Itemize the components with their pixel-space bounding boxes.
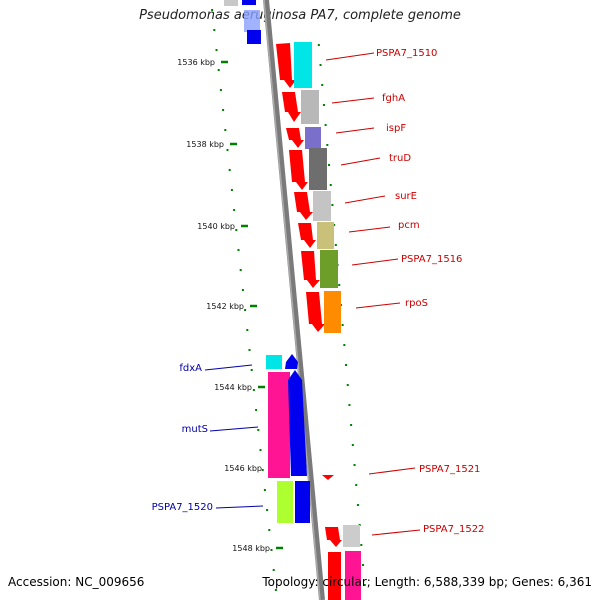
gene-arrow bbox=[298, 223, 316, 248]
gene-label: ispF bbox=[386, 123, 406, 134]
label-leader bbox=[335, 127, 375, 134]
axis-tick-label: 1542 kbp bbox=[206, 302, 244, 311]
gene-arrow bbox=[306, 292, 325, 332]
genome-backbone bbox=[263, 0, 325, 600]
gene-box-PSPA7_1522 bbox=[343, 525, 360, 547]
axis-tick-label: 1536 kbp bbox=[177, 58, 215, 67]
axis-tick-label: 1546 kbp bbox=[224, 464, 262, 473]
label-leader bbox=[348, 226, 391, 233]
gene-box-PSPA7_1520 bbox=[277, 481, 293, 523]
label-leader bbox=[331, 97, 375, 104]
gene-label: pcm bbox=[398, 220, 420, 231]
axis-tick-label: 1548 kbp bbox=[232, 544, 270, 553]
gene-box-rpoS bbox=[324, 291, 341, 333]
gene-arrow bbox=[282, 92, 301, 122]
gene-label: surE bbox=[395, 191, 417, 202]
partial-gene-top-1 bbox=[224, 0, 238, 6]
genome-title: Pseudomonas aeruginosa PA7, complete gen… bbox=[139, 8, 461, 23]
gene-arrow bbox=[276, 43, 296, 88]
gene-arrow bbox=[286, 128, 304, 148]
gene-box-truD bbox=[309, 148, 327, 190]
gene-arrow-blue bbox=[288, 370, 307, 476]
gene-label: rpoS bbox=[405, 298, 428, 309]
gene-label: PSPA7_1510 bbox=[376, 48, 437, 59]
gene-box-pcm bbox=[317, 222, 334, 249]
label-leader bbox=[340, 157, 381, 166]
topology-info: Topology: circular; Length: 6,588,339 bp… bbox=[262, 575, 592, 589]
gene-box-fghA bbox=[301, 90, 319, 124]
gene-label: PSPA7_1520 bbox=[152, 502, 213, 513]
gene-label: mutS bbox=[182, 424, 208, 435]
axis-tick-label: 1538 kbp bbox=[186, 140, 224, 149]
forward-gene-boxes bbox=[294, 42, 361, 600]
gene-label: truD bbox=[389, 153, 411, 164]
axis-tick-label: 1544 kbp bbox=[214, 383, 252, 392]
label-leader bbox=[371, 529, 421, 536]
ruler-ticks: 1536 kbp 1538 kbp 1540 kbp 1542 kbp 1544 kbp… bbox=[177, 9, 366, 591]
gene-label: PSPA7_1521 bbox=[419, 464, 480, 475]
label-leader bbox=[209, 426, 259, 432]
label-leader bbox=[351, 258, 399, 266]
gene-label: fdxA bbox=[179, 363, 202, 374]
gene-box-PSPA7_1510 bbox=[294, 42, 312, 88]
reverse-strand-genes bbox=[266, 354, 310, 523]
gene-box-fdxA bbox=[266, 355, 282, 369]
label-leader bbox=[215, 505, 264, 509]
gene-box-blue bbox=[295, 481, 310, 523]
label-leader bbox=[368, 467, 416, 475]
gene-label: PSPA7_1516 bbox=[401, 254, 462, 265]
label-leader bbox=[344, 195, 386, 204]
gene-label: PSPA7_1522 bbox=[423, 524, 484, 535]
gene-arrow bbox=[325, 527, 342, 547]
gene-arrow bbox=[294, 192, 313, 220]
label-leader bbox=[325, 52, 375, 61]
label-leader bbox=[204, 364, 253, 371]
gene-arrow-blue bbox=[285, 354, 298, 369]
gene-box-mutS bbox=[268, 372, 290, 478]
axis-tick-label: 1540 kbp bbox=[197, 222, 235, 231]
partial-gene-top-3 bbox=[247, 30, 261, 44]
forward-strand-red bbox=[276, 43, 342, 600]
accession-label: Accession: NC_009656 bbox=[8, 575, 145, 589]
gene-box-PSPA7_1516 bbox=[320, 250, 338, 288]
gene-arrow bbox=[322, 475, 334, 480]
gene-label: fghA bbox=[382, 93, 405, 104]
gene-box-ispF bbox=[305, 127, 321, 149]
gene-arrow bbox=[289, 150, 308, 190]
partial-gene-top-2 bbox=[244, 10, 260, 32]
label-leader bbox=[355, 302, 401, 309]
gene-arrow bbox=[301, 251, 320, 288]
gene-box-surE bbox=[313, 191, 331, 221]
